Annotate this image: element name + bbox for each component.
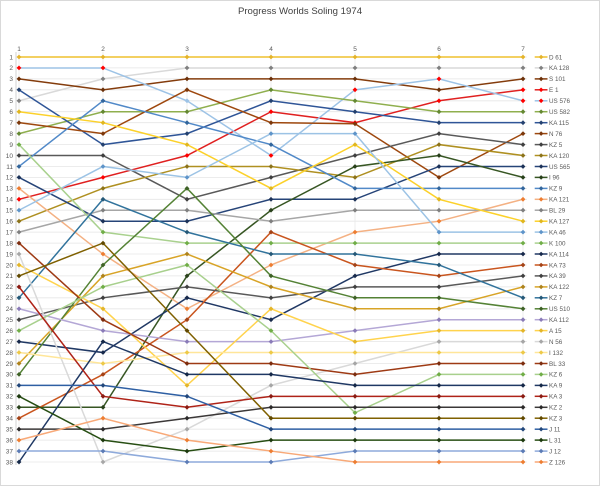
svg-text:18: 18: [6, 240, 14, 247]
svg-text:5: 5: [9, 98, 13, 105]
svg-text:KZ 5: KZ 5: [549, 142, 563, 149]
svg-text:KZ 2: KZ 2: [549, 405, 563, 412]
svg-text:9: 9: [9, 142, 13, 149]
svg-text:1: 1: [17, 46, 21, 53]
svg-text:KA 121: KA 121: [549, 197, 570, 204]
svg-text:KA 112: KA 112: [549, 317, 569, 324]
svg-text:3: 3: [185, 46, 189, 53]
svg-text:36: 36: [6, 437, 14, 444]
svg-text:7: 7: [9, 120, 13, 127]
svg-text:37: 37: [6, 448, 14, 455]
svg-text:K 100: K 100: [549, 240, 566, 247]
svg-text:J 11: J 11: [549, 427, 561, 434]
svg-text:L 31: L 31: [549, 437, 562, 444]
svg-text:6: 6: [437, 46, 441, 53]
svg-text:16: 16: [6, 219, 14, 226]
svg-text:2: 2: [9, 65, 13, 72]
svg-text:KA 9: KA 9: [549, 383, 563, 390]
svg-text:12: 12: [6, 175, 14, 182]
svg-text:KA 3: KA 3: [549, 394, 563, 401]
svg-text:1: 1: [9, 54, 13, 61]
svg-text:11: 11: [6, 164, 13, 171]
svg-text:KZ 6: KZ 6: [549, 372, 563, 379]
svg-text:24: 24: [6, 306, 14, 313]
svg-text:J 12: J 12: [549, 448, 561, 455]
svg-text:2: 2: [101, 46, 105, 53]
svg-text:Z 126: Z 126: [549, 459, 566, 466]
svg-text:E 1: E 1: [549, 87, 559, 94]
svg-text:S 101: S 101: [549, 76, 566, 83]
svg-text:US 582: US 582: [549, 109, 571, 116]
svg-text:KA 115: KA 115: [549, 120, 569, 127]
svg-text:KZ 3: KZ 3: [549, 416, 563, 423]
svg-text:4: 4: [269, 46, 273, 53]
svg-text:26: 26: [6, 328, 14, 335]
svg-text:28: 28: [6, 350, 14, 357]
svg-text:10: 10: [6, 153, 14, 160]
svg-text:7: 7: [521, 46, 525, 53]
svg-text:KA 39: KA 39: [549, 273, 566, 280]
svg-text:KA 46: KA 46: [549, 229, 566, 236]
svg-text:22: 22: [6, 284, 14, 291]
svg-text:29: 29: [6, 361, 14, 368]
svg-text:KA 122: KA 122: [549, 284, 570, 291]
svg-text:21: 21: [6, 273, 14, 280]
svg-text:KZ 7: KZ 7: [549, 295, 563, 302]
svg-text:27: 27: [6, 339, 14, 346]
svg-text:13: 13: [6, 186, 14, 193]
svg-text:N 76: N 76: [549, 131, 563, 138]
svg-text:KA 120: KA 120: [549, 153, 570, 160]
svg-text:N 56: N 56: [549, 339, 563, 346]
svg-text:35: 35: [6, 427, 14, 434]
svg-text:KA 73: KA 73: [549, 262, 566, 269]
svg-text:23: 23: [6, 295, 14, 302]
svg-text:31: 31: [6, 383, 14, 390]
svg-text:Progress Worlds Soling 1974: Progress Worlds Soling 1974: [238, 6, 363, 17]
svg-text:US 510: US 510: [549, 306, 571, 313]
svg-text:32: 32: [6, 394, 14, 401]
svg-text:14: 14: [6, 197, 14, 204]
svg-text:25: 25: [6, 317, 14, 324]
svg-text:KA 114: KA 114: [549, 251, 569, 258]
svg-text:I 96: I 96: [549, 175, 560, 182]
svg-text:20: 20: [6, 262, 14, 269]
svg-text:4: 4: [9, 87, 13, 94]
svg-text:8: 8: [9, 131, 13, 138]
svg-text:38: 38: [6, 459, 14, 466]
svg-text:5: 5: [353, 46, 357, 53]
svg-text:KA 128: KA 128: [549, 65, 570, 72]
svg-text:15: 15: [6, 208, 14, 215]
svg-text:US 565: US 565: [549, 164, 571, 171]
svg-text:KZ 9: KZ 9: [549, 186, 563, 193]
svg-text:30: 30: [6, 372, 14, 379]
svg-text:I 132: I 132: [549, 350, 564, 357]
svg-text:KA 127: KA 127: [549, 219, 570, 226]
svg-text:3: 3: [9, 76, 13, 83]
svg-text:19: 19: [6, 251, 14, 258]
svg-text:US 576: US 576: [549, 98, 571, 105]
svg-text:17: 17: [6, 229, 14, 236]
svg-text:A 15: A 15: [549, 328, 562, 335]
svg-text:BL 29: BL 29: [549, 208, 566, 215]
svg-text:BL 33: BL 33: [549, 361, 566, 368]
svg-text:D 61: D 61: [549, 54, 563, 61]
svg-text:33: 33: [6, 405, 14, 412]
svg-text:34: 34: [6, 416, 14, 423]
svg-text:6: 6: [9, 109, 13, 116]
